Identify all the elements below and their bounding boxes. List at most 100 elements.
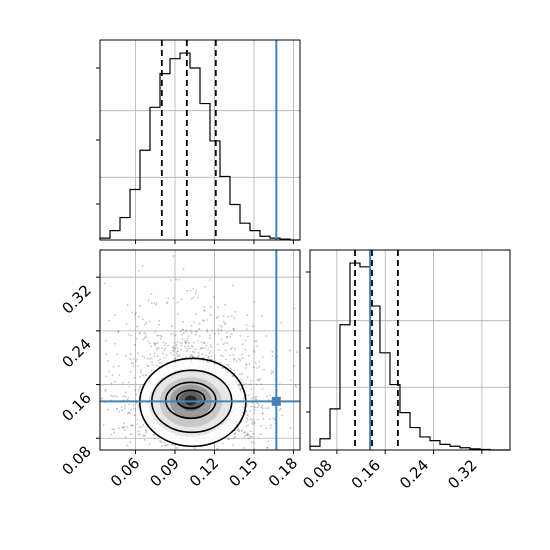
scatter-point [128,385,131,388]
scatter-point [157,347,160,349]
scatter-point [113,342,116,345]
scatter-point [146,364,149,367]
scatter-point [117,330,120,333]
hist-bar [110,231,120,240]
scatter-point [135,337,138,340]
scatter-point [136,358,139,360]
scatter-point [266,395,268,398]
scatter-point [227,316,230,318]
scatter-point [257,406,259,408]
scatter-point [158,362,161,364]
scatter-point [181,338,184,341]
scatter-point [148,320,151,323]
scatter-point [137,315,140,318]
scatter-point [176,313,179,316]
scatter-point [163,344,166,347]
scatter-point [191,350,194,353]
tick-label-x-0-16: 0.16 [348,456,384,492]
scatter-point [256,379,258,381]
scatter-point [194,333,197,336]
scatter-point [142,318,144,321]
scatter-point [229,335,232,338]
scatter-point [150,293,153,296]
scatter-point [166,444,169,446]
scatter-point [241,343,244,346]
scatter-point [243,431,246,434]
hist-bar [180,53,190,240]
scatter-point [104,389,107,392]
scatter-point [132,407,135,410]
scatter-point [217,332,220,335]
scatter-point [253,422,256,425]
scatter-point [240,378,243,381]
scatter-point [210,355,213,358]
scatter-point [154,352,156,355]
scatter-point [137,404,140,407]
ticks-hist-x [96,67,294,244]
scatter-point [184,341,187,344]
scatter-point [139,385,141,388]
tick-label-y-0-08: 0.08 [58,442,94,478]
scatter-point [230,368,233,370]
scatter-point [165,444,168,447]
scatter-point [245,410,248,413]
scatter-point [103,282,106,285]
scatter-point [233,433,236,436]
scatter-point [203,320,205,322]
scatter-point [258,404,260,407]
scatter-point [156,334,159,337]
scatter-point [172,345,175,347]
scatter-point [239,359,242,362]
scatter-point [131,424,134,427]
scatter-point [172,349,175,352]
scatter-point [157,334,160,337]
scatter-point [226,335,229,338]
scatter-point [130,334,133,337]
scatter-point [125,425,128,428]
scatter-point [269,427,272,429]
scatter-point [134,313,136,316]
scatter-point [117,331,120,334]
scatter-point [230,315,233,318]
hist-bar [140,150,150,240]
scatter-point [272,417,275,420]
scatter-point [248,354,250,357]
tick-label-y-0-24: 0.24 [58,335,94,371]
scatter-point [142,424,145,427]
scatter-point [201,341,203,344]
scatter-point [267,407,270,410]
scatter-point [133,414,136,417]
scatter-point [104,389,107,391]
scatter-point [156,342,159,344]
scatter-point [153,437,156,440]
scatter-point [250,387,253,390]
scatter-point [239,373,242,375]
scatter-point [257,418,259,421]
scatter-point [242,397,245,400]
scatter-point [261,315,263,318]
scatter-point [263,368,265,371]
scatter-point [246,314,249,317]
scatter-point [250,441,253,444]
scatter-point [253,366,256,369]
scatter-point [237,429,239,432]
tick-label-y-0-16: 0.16 [58,389,94,425]
scatter-point [254,396,257,398]
tick-label-x-0-15: 0.15 [225,454,261,490]
scatter-point [148,358,151,360]
scatter-point [261,356,264,359]
scatter-point [181,333,184,336]
scatter-point [266,446,268,449]
scatter-point [163,441,166,444]
scatter-point [176,347,179,349]
scatter-point [169,279,172,281]
scatter-point [256,345,258,347]
scatter-point [198,327,201,330]
scatter-point [232,353,235,356]
scatter-point [163,349,166,352]
scatter-point [105,375,107,378]
scatter-point [193,351,195,354]
scatter-point [111,428,114,431]
scatter-point [177,355,180,357]
scatter-point [107,370,110,373]
